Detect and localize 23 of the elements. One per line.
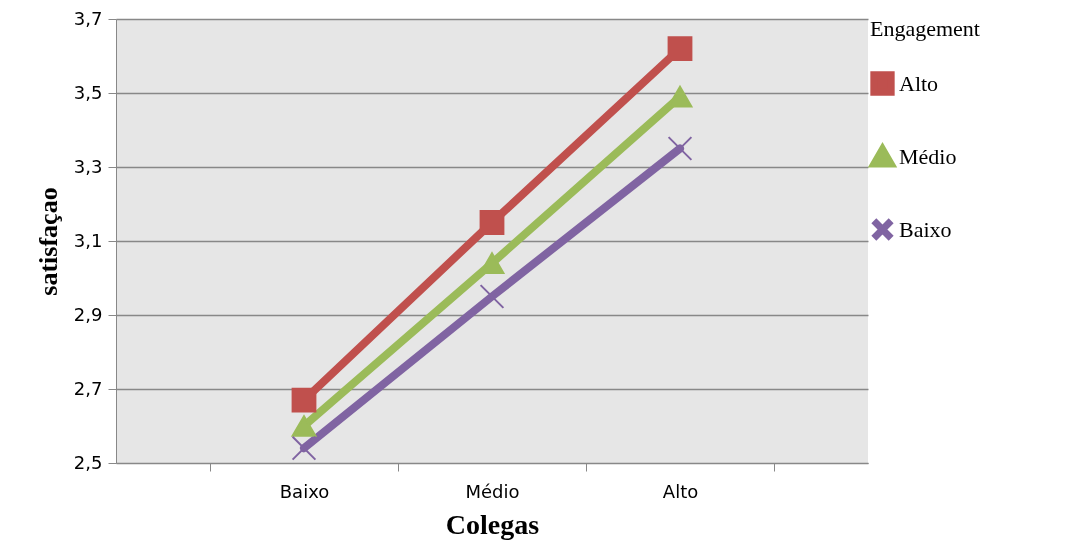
point xyxy=(291,415,317,437)
x-tick-label: Médio xyxy=(465,480,520,502)
point xyxy=(479,210,505,235)
point xyxy=(291,435,317,461)
y-tick-label: 2,9 xyxy=(73,303,103,325)
y-tick-label: 3,7 xyxy=(73,7,103,29)
point xyxy=(291,387,317,413)
x-tick-label: Baixo xyxy=(279,480,330,502)
x-tick-label: Alto xyxy=(662,480,699,502)
point xyxy=(667,136,693,161)
y-tick-label: 3,3 xyxy=(73,155,103,177)
legend-label: Alto xyxy=(899,70,939,96)
legend-title: Engagement xyxy=(870,16,980,41)
point xyxy=(479,284,505,309)
y-axis-title: satisfaçao xyxy=(33,187,63,296)
y-tick-label: 3,5 xyxy=(73,81,103,103)
legend-label: Baixo xyxy=(899,216,952,242)
y-tick-label: 2,5 xyxy=(73,451,103,473)
y-tick-label: 3,1 xyxy=(73,229,103,251)
y-tick-label: 2,7 xyxy=(73,377,103,399)
x-axis-title: Colegas xyxy=(445,508,540,540)
point xyxy=(667,36,693,61)
legend-label: Médio xyxy=(899,143,957,169)
